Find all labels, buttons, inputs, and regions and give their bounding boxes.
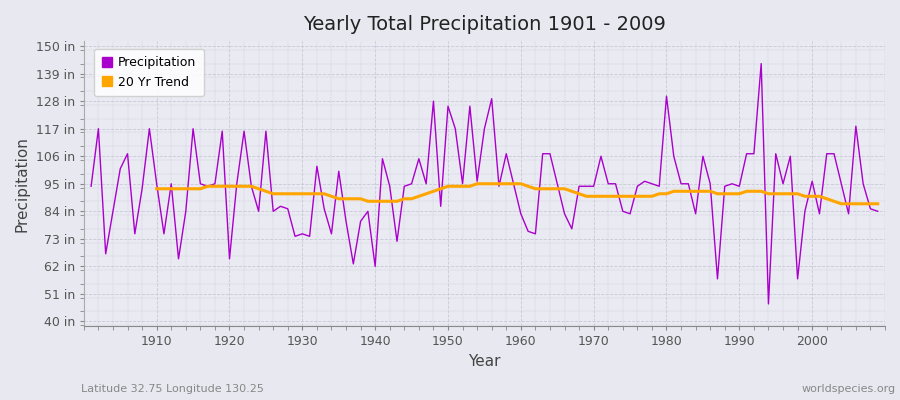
Text: worldspecies.org: worldspecies.org [801,384,896,394]
Text: Latitude 32.75 Longitude 130.25: Latitude 32.75 Longitude 130.25 [81,384,264,394]
Y-axis label: Precipitation: Precipitation [15,136,30,232]
X-axis label: Year: Year [468,354,500,369]
Title: Yearly Total Precipitation 1901 - 2009: Yearly Total Precipitation 1901 - 2009 [303,15,666,34]
Legend: Precipitation, 20 Yr Trend: Precipitation, 20 Yr Trend [94,49,203,96]
